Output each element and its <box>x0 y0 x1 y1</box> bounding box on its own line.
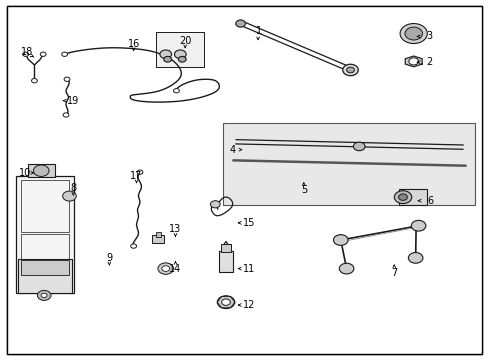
Bar <box>398 189 427 205</box>
Circle shape <box>160 50 171 59</box>
Text: 16: 16 <box>127 39 140 49</box>
Circle shape <box>339 263 353 274</box>
Text: 1: 1 <box>256 26 262 36</box>
Circle shape <box>408 58 418 65</box>
Text: 8: 8 <box>70 183 76 193</box>
Text: 7: 7 <box>390 268 397 278</box>
Bar <box>16 176 74 293</box>
Text: 13: 13 <box>169 224 181 234</box>
Circle shape <box>333 235 347 246</box>
Bar <box>222 123 474 205</box>
Text: 17: 17 <box>130 171 142 181</box>
Text: 5: 5 <box>300 185 306 195</box>
Bar <box>28 164 55 177</box>
Circle shape <box>178 57 186 62</box>
Bar <box>21 180 69 232</box>
Circle shape <box>23 52 29 57</box>
Circle shape <box>217 296 234 309</box>
Circle shape <box>37 291 51 300</box>
Circle shape <box>353 142 365 151</box>
Bar <box>221 244 230 252</box>
Text: 19: 19 <box>67 96 80 106</box>
Circle shape <box>33 165 49 176</box>
Circle shape <box>235 20 245 27</box>
Circle shape <box>158 263 173 274</box>
Circle shape <box>221 299 230 305</box>
Text: 4: 4 <box>229 145 235 155</box>
Bar <box>19 258 72 293</box>
Text: 12: 12 <box>243 300 255 310</box>
Circle shape <box>404 27 422 40</box>
Circle shape <box>61 52 67 57</box>
Circle shape <box>41 293 47 297</box>
Text: 11: 11 <box>243 264 255 274</box>
Circle shape <box>63 113 69 117</box>
Bar <box>21 234 69 280</box>
Polygon shape <box>405 56 421 67</box>
Text: 6: 6 <box>427 196 432 206</box>
Circle shape <box>162 266 169 271</box>
Circle shape <box>410 220 425 231</box>
Circle shape <box>399 23 427 44</box>
Bar <box>21 260 69 275</box>
Circle shape <box>173 89 179 93</box>
Bar <box>156 232 161 237</box>
Circle shape <box>393 191 411 203</box>
Text: 18: 18 <box>20 47 33 57</box>
Circle shape <box>62 191 76 201</box>
Circle shape <box>40 52 46 57</box>
Circle shape <box>130 244 136 248</box>
Circle shape <box>174 50 186 59</box>
Text: 9: 9 <box>106 253 112 263</box>
Circle shape <box>64 77 70 81</box>
Bar <box>156 32 203 67</box>
Circle shape <box>137 170 142 174</box>
Text: 10: 10 <box>19 168 31 178</box>
Circle shape <box>31 78 37 83</box>
Text: 14: 14 <box>169 264 181 274</box>
Circle shape <box>210 201 220 208</box>
Text: 15: 15 <box>243 218 255 228</box>
Bar <box>219 251 232 272</box>
Bar <box>152 235 164 243</box>
Text: 2: 2 <box>425 57 431 67</box>
Text: 3: 3 <box>426 31 431 41</box>
Circle shape <box>346 67 354 73</box>
Circle shape <box>342 64 358 76</box>
Circle shape <box>407 252 422 263</box>
Circle shape <box>163 57 171 62</box>
Text: 20: 20 <box>179 36 191 46</box>
Circle shape <box>398 194 407 201</box>
